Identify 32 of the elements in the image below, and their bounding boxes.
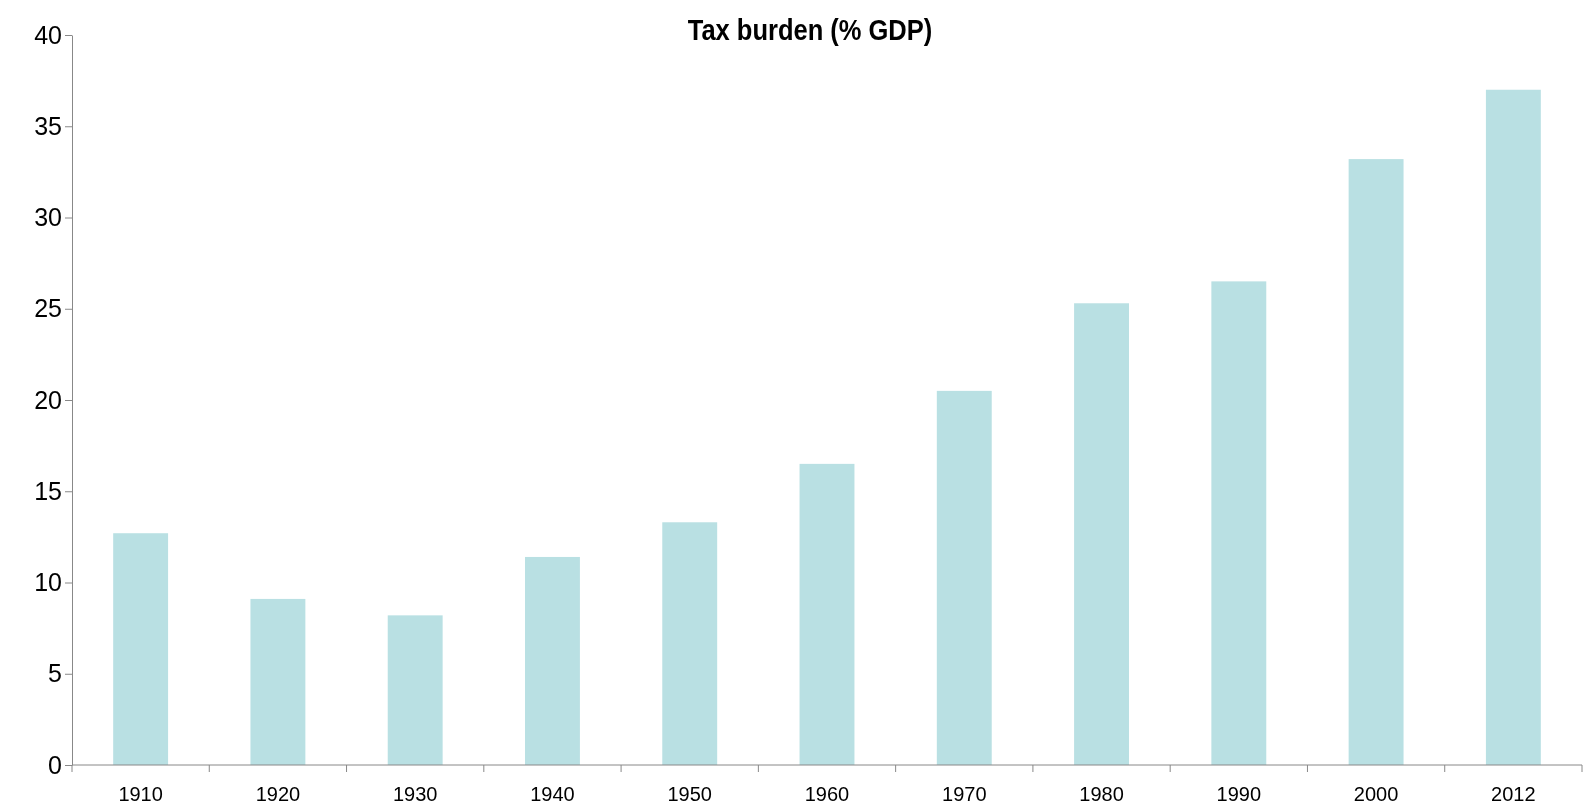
x-tick-label: 1910 bbox=[118, 783, 163, 805]
y-tick-label: 0 bbox=[48, 750, 62, 779]
x-tick-label: 1960 bbox=[804, 783, 850, 805]
bar bbox=[113, 533, 169, 765]
bar bbox=[1485, 89, 1541, 765]
bar bbox=[1348, 159, 1404, 765]
bar bbox=[387, 615, 443, 765]
x-tick-label: 1990 bbox=[1216, 783, 1262, 805]
x-tick-label: 1920 bbox=[255, 783, 301, 805]
bar bbox=[1211, 281, 1267, 765]
y-tick-label: 40 bbox=[34, 20, 62, 49]
y-tick-label: 25 bbox=[34, 294, 62, 323]
y-tick-label: 20 bbox=[34, 385, 62, 414]
y-tick-label: 35 bbox=[34, 111, 62, 140]
bar bbox=[1074, 303, 1129, 765]
bar bbox=[250, 598, 306, 765]
bar bbox=[525, 556, 580, 765]
x-tick-label: 1980 bbox=[1079, 783, 1124, 805]
x-tick-label: 2012 bbox=[1491, 783, 1536, 805]
bar bbox=[936, 390, 992, 765]
bar bbox=[799, 463, 855, 765]
y-tick-label: 10 bbox=[34, 568, 62, 596]
chart-title: Tax burden (% GDP) bbox=[687, 13, 933, 47]
bar bbox=[662, 522, 718, 765]
x-tick-label: 1970 bbox=[942, 783, 987, 805]
x-tick-label: 1940 bbox=[530, 783, 575, 805]
x-tick-label: 1930 bbox=[392, 783, 438, 805]
y-tick-label: 15 bbox=[34, 476, 62, 505]
y-tick-label: 5 bbox=[48, 659, 62, 688]
x-tick-label: 2000 bbox=[1353, 783, 1399, 805]
y-tick-label: 30 bbox=[34, 203, 62, 231]
x-tick-label: 1950 bbox=[667, 783, 712, 805]
